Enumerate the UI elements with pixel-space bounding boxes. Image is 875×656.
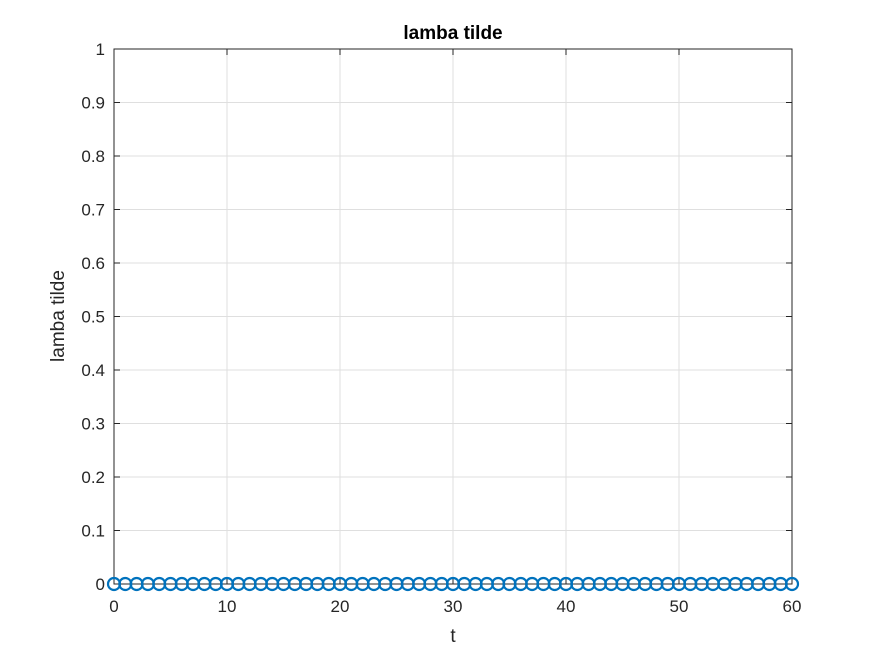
y-tick-label: 0.6: [81, 254, 105, 273]
y-tick-label: 0.5: [81, 308, 105, 327]
x-tick-label: 20: [331, 597, 350, 616]
x-tick-label: 0: [109, 597, 118, 616]
y-tick-label: 0.4: [81, 361, 105, 380]
y-tick-label: 0: [96, 575, 105, 594]
x-tick-label: 60: [783, 597, 802, 616]
x-tick-label: 40: [557, 597, 576, 616]
ticks: [113, 48, 793, 585]
y-tick-label: 0.1: [81, 522, 105, 541]
y-tick-label: 0.9: [81, 94, 105, 113]
x-tick-label: 30: [444, 597, 463, 616]
x-tick-label: 10: [218, 597, 237, 616]
y-tick-label: 0.3: [81, 415, 105, 434]
x-axis-label: t: [450, 626, 456, 647]
chart-title: lamba tilde: [403, 23, 502, 44]
y-tick-label: 1: [96, 40, 105, 59]
data-markers: [106, 576, 800, 592]
tick-labels: 0 10 20 30 40 50 60 0 0.1 0.2 0.3 0.4 0.5 0.6 0.7 0.8 0.…: [81, 40, 801, 616]
y-tick-label: 0.2: [81, 468, 105, 487]
data-point: [784, 576, 800, 592]
y-tick-label: 0.7: [81, 201, 105, 220]
y-tick-label: 0.8: [81, 147, 105, 166]
x-tick-label: 50: [670, 597, 689, 616]
y-axis-label: lamba tilde: [48, 270, 69, 362]
